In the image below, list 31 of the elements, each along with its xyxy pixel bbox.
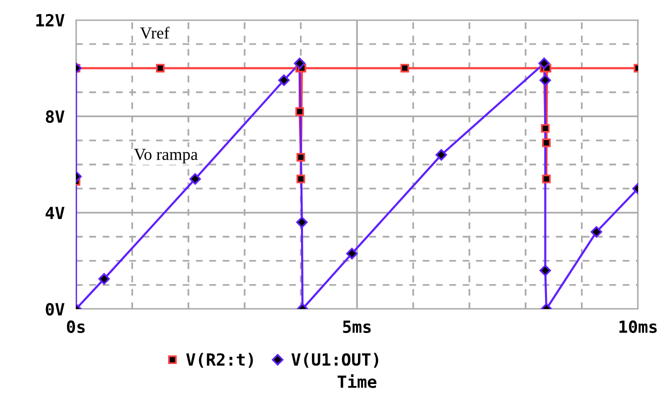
point	[538, 58, 550, 70]
point	[590, 226, 602, 238]
point	[189, 173, 201, 185]
x-tick-label: 10ms	[619, 320, 657, 334]
point	[98, 273, 110, 285]
y-tick-label: 12V	[36, 14, 64, 26]
point	[296, 216, 308, 228]
point	[346, 248, 358, 260]
point	[296, 174, 306, 184]
y-tick-label: 4V	[46, 206, 64, 219]
x-tick-label: 5ms	[343, 320, 371, 334]
point	[156, 64, 165, 72]
point	[436, 149, 448, 161]
point	[278, 74, 290, 86]
point	[296, 152, 306, 162]
point	[540, 264, 552, 276]
annotation: Vref	[140, 26, 170, 39]
y-tick-label: 8V	[46, 110, 64, 123]
point	[400, 64, 410, 72]
point	[542, 138, 551, 148]
legend-label: V(U1:OUT)	[291, 352, 378, 368]
point	[540, 74, 552, 86]
point	[540, 124, 550, 133]
annotation: Vo rampa	[134, 148, 198, 164]
point	[542, 174, 551, 184]
point	[294, 58, 306, 70]
x-axis-title: Time	[338, 374, 376, 388]
y-tick-label: 0V	[46, 302, 64, 316]
point	[295, 107, 304, 116]
x-tick-label: 0s	[66, 320, 85, 334]
legend-label: V(R2:t)	[186, 352, 253, 368]
